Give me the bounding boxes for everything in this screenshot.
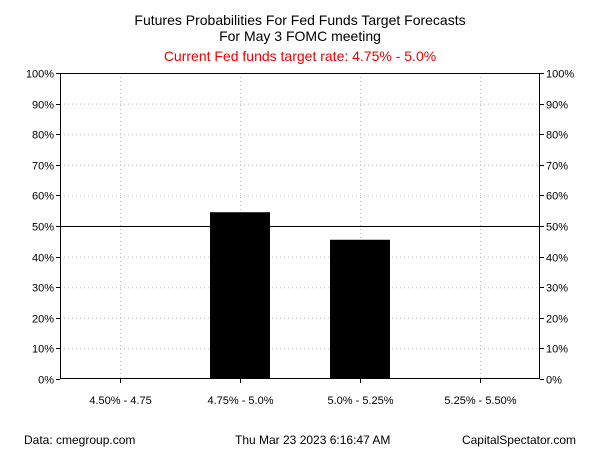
y-tick-label-left: 60% — [32, 191, 54, 203]
y-tick-label-left: 20% — [32, 314, 54, 326]
y-tick-label-left: 0% — [38, 375, 54, 387]
y-tick-label-right: 40% — [546, 253, 568, 265]
x-tick-label: 4.75% - 5.0% — [207, 395, 273, 407]
y-tick-label-right: 70% — [546, 161, 568, 173]
y-tick-label-right: 30% — [546, 283, 568, 295]
y-tick-label-right: 100% — [546, 69, 574, 81]
y-tick-label-right: 90% — [546, 100, 568, 112]
y-tick-label-right: 10% — [546, 344, 568, 356]
y-tick-label-left: 100% — [26, 69, 54, 81]
x-tick-label: 5.25% - 5.50% — [444, 395, 516, 407]
y-tick-label-left: 70% — [32, 161, 54, 173]
y-tick-label-left: 80% — [32, 130, 54, 142]
x-tick-label: 4.50% - 4.75 — [89, 395, 151, 407]
y-tick-label-right: 60% — [546, 191, 568, 203]
y-tick-label-left: 40% — [32, 253, 54, 265]
chart-title: Futures Probabilities For Fed Funds Targ… — [134, 12, 466, 28]
y-tick-label-left: 50% — [32, 222, 54, 234]
bar — [210, 212, 270, 379]
chart-subtitle: For May 3 FOMC meeting — [219, 28, 381, 44]
y-tick-label-right: 50% — [546, 222, 568, 234]
footer-brand: CapitalSpectator.com — [461, 433, 576, 447]
footer-source: Data: cmegroup.com — [24, 433, 136, 447]
y-tick-label-left: 30% — [32, 283, 54, 295]
footer-timestamp: Thu Mar 23 2023 6:16:47 AM — [235, 433, 391, 447]
y-tick-label-right: 80% — [546, 130, 568, 142]
x-tick-label: 5.0% - 5.25% — [327, 395, 393, 407]
y-tick-label-left: 90% — [32, 100, 54, 112]
bar — [330, 239, 390, 379]
chart-subtitle-rate: Current Fed funds target rate: 4.75% - 5… — [163, 48, 437, 64]
plot-frame — [60, 73, 540, 379]
y-tick-label-right: 20% — [546, 314, 568, 326]
y-tick-label-left: 10% — [32, 344, 54, 356]
y-tick-label-right: 0% — [546, 375, 562, 387]
